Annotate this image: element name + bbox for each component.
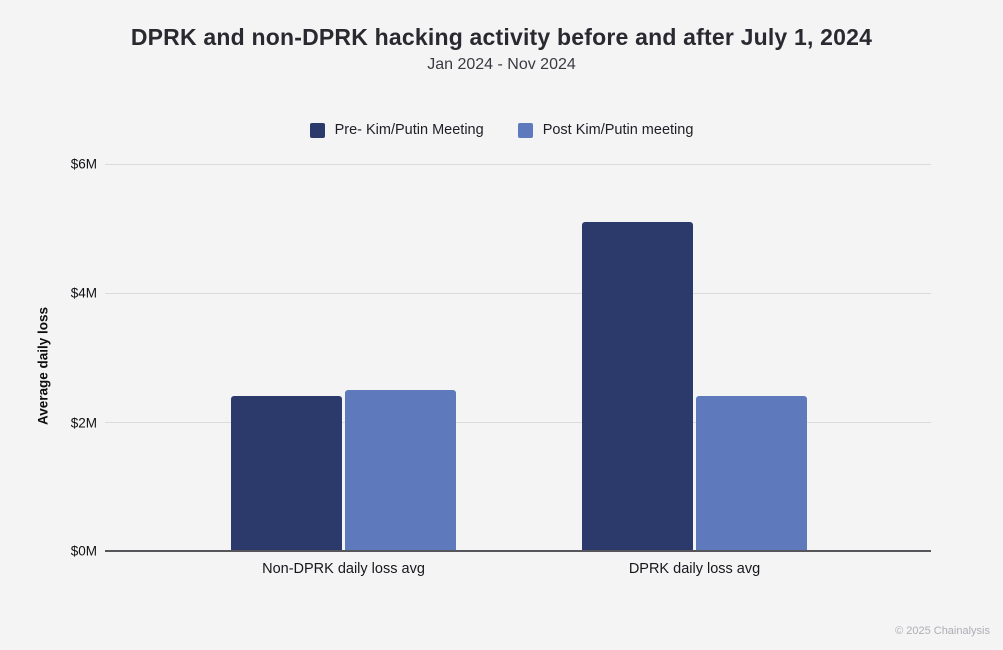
bar-dprk-pre	[582, 222, 693, 551]
y-tick-2m: $2M	[70, 415, 97, 431]
legend-label-post: Post Kim/Putin meeting	[542, 122, 694, 138]
gridline-6m	[105, 164, 931, 165]
legend-label-pre: Pre- Kim/Putin Meeting	[334, 122, 484, 138]
plot-area: Non-DPRK daily loss avg DPRK daily loss …	[105, 164, 931, 577]
legend: Pre- Kim/Putin Meeting Post Kim/Putin me…	[0, 122, 1003, 138]
bar-group-non-dprk	[231, 164, 456, 551]
chart-subtitle: Jan 2024 - Nov 2024	[427, 56, 576, 73]
legend-item-post: Post Kim/Putin meeting	[517, 122, 694, 138]
gridline-2m	[105, 422, 931, 423]
legend-swatch-post-icon	[517, 122, 533, 138]
bar-group-dprk	[582, 164, 807, 551]
legend-item-pre: Pre- Kim/Putin Meeting	[309, 122, 484, 138]
bar-dprk-post	[696, 396, 807, 551]
chart-header: DPRK and non-DPRK hacking activity befor…	[0, 24, 1003, 74]
x-label-dprk: DPRK daily loss avg	[628, 561, 761, 577]
chart-title: DPRK and non-DPRK hacking activity befor…	[130, 24, 873, 50]
x-axis-line	[105, 550, 931, 552]
bar-non-dprk-post	[345, 389, 456, 551]
bar-non-dprk-pre	[231, 396, 342, 551]
y-axis-title: Average daily loss	[35, 306, 51, 426]
legend-swatch-pre-icon	[309, 122, 325, 138]
y-tick-0m: $0M	[70, 543, 97, 559]
y-tick-6m: $6M	[70, 156, 97, 172]
x-label-non-dprk: Non-DPRK daily loss avg	[262, 561, 425, 577]
gridline-4m	[105, 292, 931, 294]
y-tick-4m: $4M	[70, 285, 97, 301]
copyright-note: © 2025 Chainalysis	[895, 625, 990, 637]
